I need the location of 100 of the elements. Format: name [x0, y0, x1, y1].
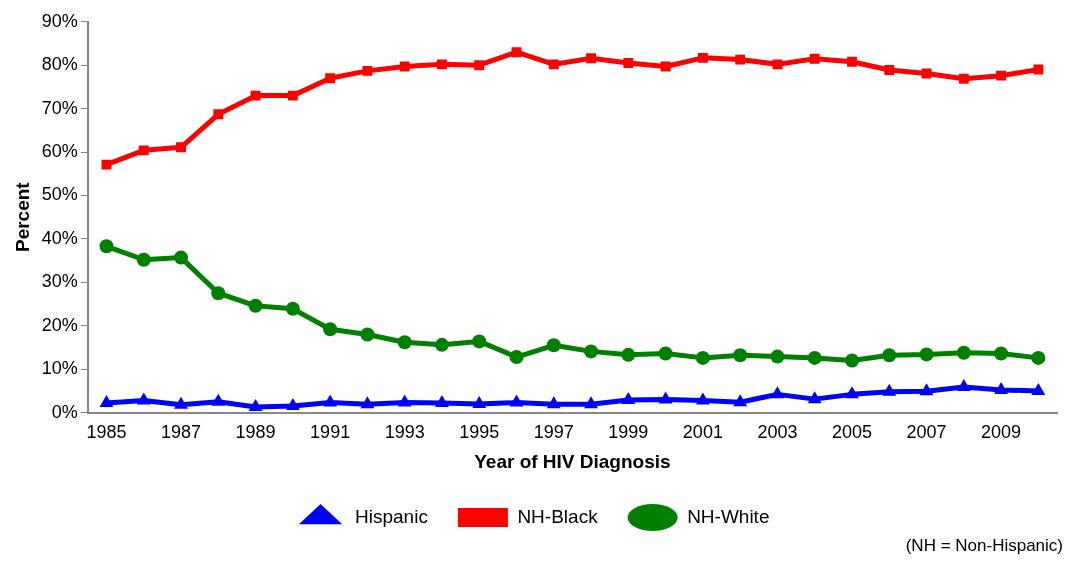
point: [546, 396, 561, 409]
point: [509, 394, 524, 407]
point: [101, 159, 112, 170]
point: [882, 383, 897, 396]
point: [884, 65, 895, 75]
point: [437, 59, 447, 70]
y-axis-title: Percent: [11, 181, 33, 253]
legend-label: NH-Black: [517, 505, 599, 527]
point: [658, 346, 673, 361]
point: [735, 54, 746, 65]
y-tick-label: 50%: [41, 184, 78, 205]
point: [434, 337, 449, 352]
legend-label: Hispanic: [355, 505, 428, 527]
x-tick-label: 2007: [906, 422, 947, 443]
point: [919, 347, 934, 362]
legend-label: NH-White: [687, 505, 770, 527]
point: [584, 344, 599, 359]
point: [845, 386, 859, 399]
point: [174, 250, 189, 265]
y-tick-label: 60%: [41, 141, 78, 162]
y-tick-label: 80%: [41, 54, 78, 75]
point: [174, 396, 188, 409]
point: [733, 348, 748, 363]
point: [958, 73, 969, 84]
point: [211, 286, 226, 301]
point: [474, 60, 485, 71]
point: [919, 383, 934, 396]
point: [323, 394, 338, 407]
x-tick-label: 2003: [757, 422, 798, 443]
x-tick-label: 2009: [981, 422, 1022, 443]
x-tick-label: 1991: [310, 422, 351, 443]
point: [285, 398, 300, 411]
x-tick-label: 1987: [160, 422, 202, 443]
point: [1033, 64, 1044, 75]
point: [287, 90, 298, 101]
point: [1031, 350, 1046, 365]
point: [211, 393, 226, 406]
point: [807, 350, 822, 365]
point: [809, 53, 820, 64]
y-tick-label: 30%: [41, 271, 78, 292]
point: [733, 394, 748, 407]
point: [994, 346, 1009, 361]
point: [621, 392, 636, 405]
point: [511, 47, 522, 58]
point: [399, 61, 410, 72]
point: [956, 378, 971, 391]
point: [548, 59, 559, 70]
y-tick-label: 70%: [41, 97, 78, 118]
point: [136, 392, 151, 405]
x-tick-label: 1995: [459, 422, 500, 443]
point: [250, 90, 261, 101]
x-axis-title: Year of HIV Diagnosis: [474, 450, 671, 472]
point: [248, 398, 263, 411]
x-tick-label: 1999: [608, 422, 649, 443]
point: [176, 142, 186, 153]
point: [621, 347, 636, 362]
point: [325, 73, 336, 84]
point: [882, 348, 897, 363]
y-tick-label: 40%: [41, 227, 78, 248]
point: [138, 145, 149, 156]
point: [285, 301, 300, 316]
y-tick-label: 90%: [41, 10, 78, 31]
x-tick-label: 1989: [235, 422, 276, 443]
point: [623, 58, 634, 68]
point: [660, 61, 671, 72]
point: [323, 322, 338, 337]
point: [1031, 382, 1046, 395]
x-tick-label: 1985: [86, 422, 127, 443]
x-tick-label: 2001: [682, 422, 723, 443]
point: [658, 391, 673, 404]
point: [435, 395, 449, 408]
point: [695, 392, 710, 405]
point: [584, 396, 598, 409]
point: [586, 53, 596, 64]
y-tick-label: 20%: [41, 314, 78, 335]
point: [807, 391, 822, 404]
point: [99, 239, 114, 254]
point: [697, 52, 708, 63]
point: [213, 109, 224, 120]
y-tick-label: 0%: [51, 401, 78, 422]
point: [360, 396, 375, 409]
point: [397, 335, 412, 350]
point: [248, 298, 263, 313]
point: [546, 338, 561, 353]
text: (NH = Non-Hispanic): [905, 536, 1063, 556]
y-tick-label: 10%: [41, 358, 78, 379]
point: [472, 395, 487, 408]
point: [362, 65, 373, 76]
point: [472, 334, 487, 349]
x-tick-label: 2005: [831, 422, 873, 443]
point: [360, 327, 375, 342]
x-tick-label: 1997: [533, 422, 574, 443]
point: [772, 59, 783, 70]
point: [847, 56, 857, 67]
x-tick-label: 1993: [384, 422, 425, 443]
point: [956, 345, 971, 360]
point: [509, 350, 524, 365]
point: [99, 395, 114, 408]
point: [397, 394, 412, 407]
point: [996, 70, 1007, 81]
